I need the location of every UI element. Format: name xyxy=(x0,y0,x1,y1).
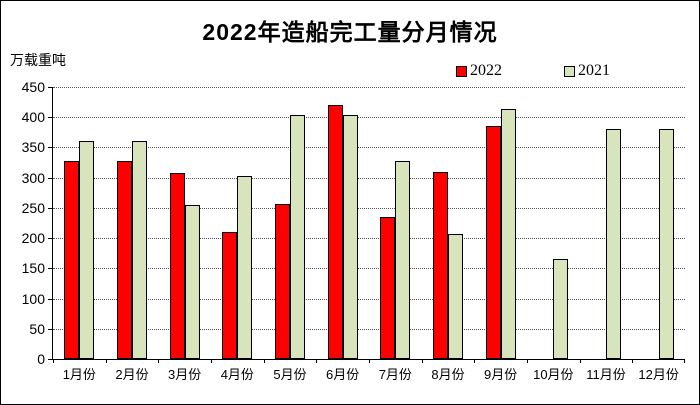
legend-label-2021: 2021 xyxy=(578,62,610,79)
y-axis-tick-400 xyxy=(48,117,53,119)
y-axis-tick-200 xyxy=(48,238,53,240)
gridline-250 xyxy=(53,207,685,209)
gridline-50 xyxy=(53,328,685,330)
bar-2022-month-7 xyxy=(380,217,396,359)
y-axis-label-100: 100 xyxy=(21,290,45,307)
x-axis-label-month-6: 6月份 xyxy=(326,367,360,382)
x-axis-tick-12 xyxy=(684,359,685,363)
x-axis-label-month-2: 2月份 xyxy=(115,367,149,382)
y-axis-label-150: 150 xyxy=(21,260,45,277)
y-axis-tick-300 xyxy=(48,177,53,179)
x-axis-label-month-3: 3月份 xyxy=(168,367,202,382)
x-axis-tick-4 xyxy=(263,359,265,363)
y-axis-tick-0 xyxy=(48,359,53,360)
y-axis-tick-250 xyxy=(48,207,53,209)
x-axis-tick-9 xyxy=(527,359,528,363)
bar-2021-month-8 xyxy=(448,234,463,359)
gridline-150 xyxy=(53,268,685,270)
y-axis-unit-label: 万载重吨 xyxy=(10,52,66,68)
gridline-300 xyxy=(53,177,685,179)
x-axis-label-month-8: 8月份 xyxy=(431,367,465,382)
x-axis-label-month-10: 10月份 xyxy=(533,367,574,382)
bar-2021-month-7 xyxy=(395,161,411,359)
y-axis-label-300: 300 xyxy=(21,169,45,186)
legend-item-2021: 2021 xyxy=(564,63,610,79)
bar-2021-month-9 xyxy=(500,109,516,359)
legend: 2022 2021 xyxy=(456,63,610,79)
x-axis-tick-2 xyxy=(158,359,160,363)
y-axis-tick-350 xyxy=(48,147,53,149)
x-axis-label-month-4: 4月份 xyxy=(220,367,254,382)
legend-label-2022: 2022 xyxy=(470,62,502,79)
gridline-400 xyxy=(53,117,685,119)
bar-2021-month-11 xyxy=(606,129,621,359)
x-axis-label-month-9: 9月份 xyxy=(484,367,518,382)
gridline-100 xyxy=(53,298,685,300)
x-axis-label-month-7: 7月份 xyxy=(378,367,412,382)
x-axis-tick-1 xyxy=(105,359,107,363)
bar-2021-month-4 xyxy=(237,176,253,359)
bar-2022-month-5 xyxy=(275,204,290,359)
x-axis-tick-7 xyxy=(421,359,423,363)
x-axis-tick-10 xyxy=(579,359,581,363)
x-axis-label-month-11: 11月份 xyxy=(586,367,626,382)
y-axis-label-400: 400 xyxy=(21,109,45,126)
x-axis-label-month-5: 5月份 xyxy=(273,367,307,382)
y-axis-label-450: 450 xyxy=(21,79,45,95)
x-axis-tick-5 xyxy=(316,359,318,363)
bar-2022-month-9 xyxy=(485,126,501,359)
y-axis-tick-100 xyxy=(48,298,53,300)
y-axis-tick-50 xyxy=(48,328,53,330)
x-axis-tick-3 xyxy=(211,359,212,363)
x-axis-label-month-12: 12月份 xyxy=(638,367,679,382)
x-axis-tick-6 xyxy=(369,359,370,363)
y-axis-tick-450 xyxy=(48,87,53,88)
y-axis-label-350: 350 xyxy=(21,139,45,156)
x-axis-tick-8 xyxy=(474,359,476,363)
bar-2022-month-2 xyxy=(117,161,132,359)
bar-2022-month-4 xyxy=(222,232,238,359)
bar-2021-month-10 xyxy=(553,259,569,359)
bar-2021-month-1 xyxy=(79,141,95,359)
bar-2021-month-12 xyxy=(658,129,674,359)
x-axis-label-month-1: 1月份 xyxy=(62,367,96,382)
bar-2022-month-3 xyxy=(169,173,185,359)
bar-2022-month-8 xyxy=(433,172,448,359)
gridline-200 xyxy=(53,238,685,240)
y-axis-label-50: 50 xyxy=(29,320,45,337)
bar-2022-month-6 xyxy=(327,105,343,359)
plot-area: 0 50 100 150 200 250 300 350 400 450 1月份 2月份 3月份 4月份 5… xyxy=(22,79,685,382)
x-axis-tick-0 xyxy=(53,359,54,363)
legend-item-2022: 2022 xyxy=(456,63,502,79)
chart-title: 2022年造船完工量分月情况 xyxy=(202,19,498,45)
y-axis-label-0: 0 xyxy=(37,351,45,367)
bar-2021-month-6 xyxy=(342,115,358,359)
bar-2021-month-2 xyxy=(132,141,147,359)
bar-2021-month-5 xyxy=(290,115,305,359)
y-axis-label-250: 250 xyxy=(21,199,45,216)
bar-2021-month-3 xyxy=(184,205,200,359)
bar-2022-month-1 xyxy=(64,161,80,359)
y-axis-tick-150 xyxy=(48,268,53,270)
gridline-450 xyxy=(53,87,685,88)
y-axis-label-200: 200 xyxy=(21,230,45,247)
legend-swatch-2022 xyxy=(456,65,467,77)
legend-swatch-2021 xyxy=(564,65,575,77)
gridline-350 xyxy=(53,147,685,149)
x-axis-tick-11 xyxy=(632,359,634,363)
